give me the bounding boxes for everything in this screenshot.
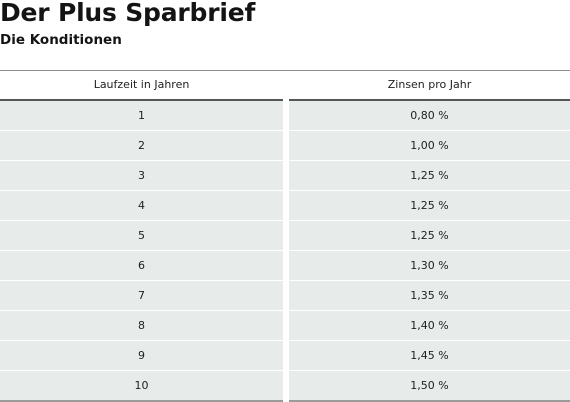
- cell-laufzeit: 7: [0, 281, 283, 311]
- table-row: 4 1,25 %: [0, 191, 570, 221]
- table-bottom-divider-left: [0, 400, 283, 402]
- column-header-laufzeit: Laufzeit in Jahren: [93, 78, 190, 91]
- table-row: 2 1,00 %: [0, 131, 570, 161]
- cell-zinsen: 1,45 %: [289, 341, 570, 371]
- table-row: 5 1,25 %: [0, 221, 570, 251]
- cell-laufzeit: 5: [0, 221, 283, 251]
- table-row: 8 1,40 %: [0, 311, 570, 341]
- cell-zinsen: 1,25 %: [289, 161, 570, 191]
- table-row: 1 0,80 %: [0, 101, 570, 131]
- cell-laufzeit: 8: [0, 311, 283, 341]
- table-bottom-divider-right: [289, 400, 570, 402]
- cell-laufzeit: 6: [0, 251, 283, 281]
- cell-zinsen: 0,80 %: [289, 101, 570, 131]
- cell-zinsen: 1,50 %: [289, 371, 570, 401]
- cell-zinsen: 1,00 %: [289, 131, 570, 161]
- cell-laufzeit: 2: [0, 131, 283, 161]
- table-row: 6 1,30 %: [0, 251, 570, 281]
- table-body: 1 0,80 % 2 1,00 % 3 1,25 % 4 1,25 % 5 1,…: [0, 101, 570, 401]
- cell-laufzeit: 1: [0, 101, 283, 131]
- page-title: Der Plus Sparbrief: [0, 0, 256, 27]
- page-subtitle: Die Konditionen: [0, 32, 122, 48]
- table-row: 3 1,25 %: [0, 161, 570, 191]
- cell-laufzeit: 9: [0, 341, 283, 371]
- table-header-row: Laufzeit in Jahren Zinsen pro Jahr: [0, 71, 570, 99]
- cell-zinsen: 1,25 %: [289, 221, 570, 251]
- table-row: 9 1,45 %: [0, 341, 570, 371]
- header-divider-right: [289, 99, 570, 101]
- cell-laufzeit: 3: [0, 161, 283, 191]
- column-header-zinsen: Zinsen pro Jahr: [387, 78, 472, 91]
- cell-laufzeit: 10: [0, 371, 283, 401]
- cell-zinsen: 1,25 %: [289, 191, 570, 221]
- table-row: 7 1,35 %: [0, 281, 570, 311]
- cell-laufzeit: 4: [0, 191, 283, 221]
- cell-zinsen: 1,30 %: [289, 251, 570, 281]
- header-divider-left: [0, 99, 283, 101]
- table-row: 10 1,50 %: [0, 371, 570, 401]
- cell-zinsen: 1,40 %: [289, 311, 570, 341]
- cell-zinsen: 1,35 %: [289, 281, 570, 311]
- table-top-divider: [0, 70, 570, 71]
